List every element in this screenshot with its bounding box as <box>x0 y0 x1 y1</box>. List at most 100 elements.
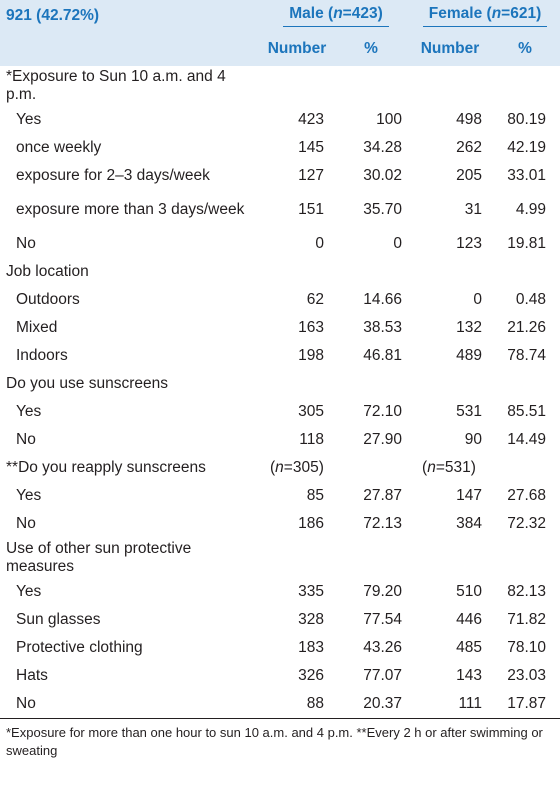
table-footnote: *Exposure for more than one hour to sun … <box>6 725 543 758</box>
male-percent-cell: 38.53 <box>363 319 403 336</box>
row-label: once weekly <box>16 139 102 156</box>
female-percent-cell: 80.19 <box>507 111 547 128</box>
table-row: Sun glasses 328 77.54 446 71.82 <box>0 606 560 634</box>
section-label: Job location <box>6 263 89 280</box>
male-number-cell: 335 <box>298 583 324 600</box>
table-row: Mixed 163 38.53 132 21.26 <box>0 314 560 342</box>
male-percent-cell: 20.37 <box>332 690 411 719</box>
male-percent-cell: 34.28 <box>363 139 403 156</box>
male-number-cell: 118 <box>299 431 324 448</box>
section-spacer <box>262 538 560 578</box>
female-percent-header: % <box>490 32 560 66</box>
female-percent-cell: 14.49 <box>507 431 547 448</box>
table-header: 921 (42.72%) Male (n=423) Female (n=621)… <box>0 0 560 66</box>
table-row: No 0 0 123 19.81 <box>0 230 560 258</box>
row-label: exposure more than 3 days/week <box>16 201 245 218</box>
male-number-cell: 145 <box>298 139 324 156</box>
table-row: Indoors 198 46.81 489 78.74 <box>0 342 560 370</box>
female-percent-cell: 17.87 <box>490 690 560 719</box>
male-percent-cell: 77.07 <box>363 667 403 684</box>
row-label: Yes <box>16 403 42 420</box>
row-label: Sun glasses <box>16 611 101 628</box>
male-percent-cell: 35.70 <box>363 201 403 218</box>
female-number-cell: 205 <box>456 167 483 184</box>
male-subsample-n: (n=305) <box>270 459 324 476</box>
female-percent-cell: 78.74 <box>507 347 547 364</box>
female-number-cell: 123 <box>456 235 483 252</box>
female-group-header: Female (n=621) <box>410 0 560 32</box>
male-number-cell: 198 <box>298 347 324 364</box>
male-percent-cell: 0 <box>393 235 403 252</box>
table-row: Yes 335 79.20 510 82.13 <box>0 578 560 606</box>
row-label: exposure for 2–3 days/week <box>16 167 210 184</box>
female-number-cell: 498 <box>456 111 483 128</box>
header-spacer <box>0 32 262 66</box>
row-label: Mixed <box>16 319 58 336</box>
section-spacer <box>262 258 560 286</box>
male-percent-cell: 43.26 <box>363 639 403 656</box>
female-percent-cell: 78.10 <box>507 639 547 656</box>
female-number-header: Number <box>410 32 491 66</box>
female-number-cell: 446 <box>456 611 483 628</box>
female-number-cell: 147 <box>456 487 483 504</box>
row-label: Indoors <box>16 347 68 364</box>
table-row: Yes 305 72.10 531 85.51 <box>0 398 560 426</box>
female-percent-cell: 0.48 <box>515 291 547 308</box>
female-subsample-n: (n=531) <box>422 459 476 476</box>
male-number-cell: 183 <box>298 639 324 656</box>
row-label: Outdoors <box>16 291 80 308</box>
section-label: Do you use sunscreens <box>6 375 168 392</box>
female-number-cell: 0 <box>473 291 483 308</box>
table-row: No 118 27.90 90 14.49 <box>0 426 560 454</box>
row-label: Protective clothing <box>16 639 143 656</box>
table-row: Protective clothing 183 43.26 485 78.10 <box>0 634 560 662</box>
row-label: Yes <box>16 487 42 504</box>
male-number-cell: 88 <box>262 690 332 719</box>
male-percent-cell: 14.66 <box>363 291 403 308</box>
male-percent-cell: 46.81 <box>363 347 403 364</box>
table-row: Outdoors 62 14.66 0 0.48 <box>0 286 560 314</box>
male-percent-cell: 77.54 <box>363 611 403 628</box>
table-title: 921 (42.72%) <box>0 0 262 32</box>
male-number-header: Number <box>262 32 332 66</box>
section-label: **Do you reapply sunscreens <box>6 459 206 476</box>
table-row: Yes 85 27.87 147 27.68 <box>0 482 560 510</box>
female-number-cell: 143 <box>456 667 483 684</box>
male-number-cell: 186 <box>298 515 324 532</box>
male-percent-cell: 100 <box>376 111 403 128</box>
female-percent-cell: 82.13 <box>507 583 547 600</box>
section-row: Use of other sun protective measures <box>0 538 560 578</box>
section-row: **Do you reapply sunscreens (n=305) (n=531… <box>0 454 560 482</box>
table-row: No 186 72.13 384 72.32 <box>0 510 560 538</box>
male-number-cell: 163 <box>298 319 324 336</box>
female-group-label: Female (n=621) <box>422 5 548 27</box>
female-percent-cell: 42.19 <box>507 139 547 156</box>
male-number-cell: 62 <box>306 291 324 308</box>
section-row: Job location <box>0 258 560 286</box>
female-number-cell: 510 <box>456 583 483 600</box>
table-body: *Exposure to Sun 10 a.m. and 4 p.m. Yes 42… <box>0 66 560 719</box>
female-percent-cell: 19.81 <box>507 235 547 252</box>
female-number-cell: 262 <box>456 139 483 156</box>
female-percent-cell: 21.26 <box>507 319 547 336</box>
row-label: No <box>16 431 36 448</box>
table-row: once weekly 145 34.28 262 42.19 <box>0 134 560 162</box>
section-row: *Exposure to Sun 10 a.m. and 4 p.m. <box>0 66 560 106</box>
male-percent-cell: 27.87 <box>363 487 403 504</box>
female-number-cell: 384 <box>456 515 483 532</box>
male-number-cell: 85 <box>306 487 324 504</box>
row-label: No <box>16 235 36 252</box>
table-row: Yes 423 100 498 80.19 <box>0 106 560 134</box>
data-table: 921 (42.72%) Male (n=423) Female (n=621)… <box>0 0 560 719</box>
section-label: *Exposure to Sun 10 a.m. and 4 p.m. <box>6 68 226 103</box>
male-number-cell: 305 <box>298 403 324 420</box>
row-label: No <box>16 515 36 532</box>
row-label: No <box>0 690 262 719</box>
female-number-cell: 132 <box>456 319 483 336</box>
female-number-cell: 31 <box>464 201 483 218</box>
section-spacer <box>262 66 560 106</box>
female-percent-cell: 27.68 <box>507 487 547 504</box>
female-number-cell: 489 <box>456 347 483 364</box>
table-row: Hats 326 77.07 143 23.03 <box>0 662 560 690</box>
